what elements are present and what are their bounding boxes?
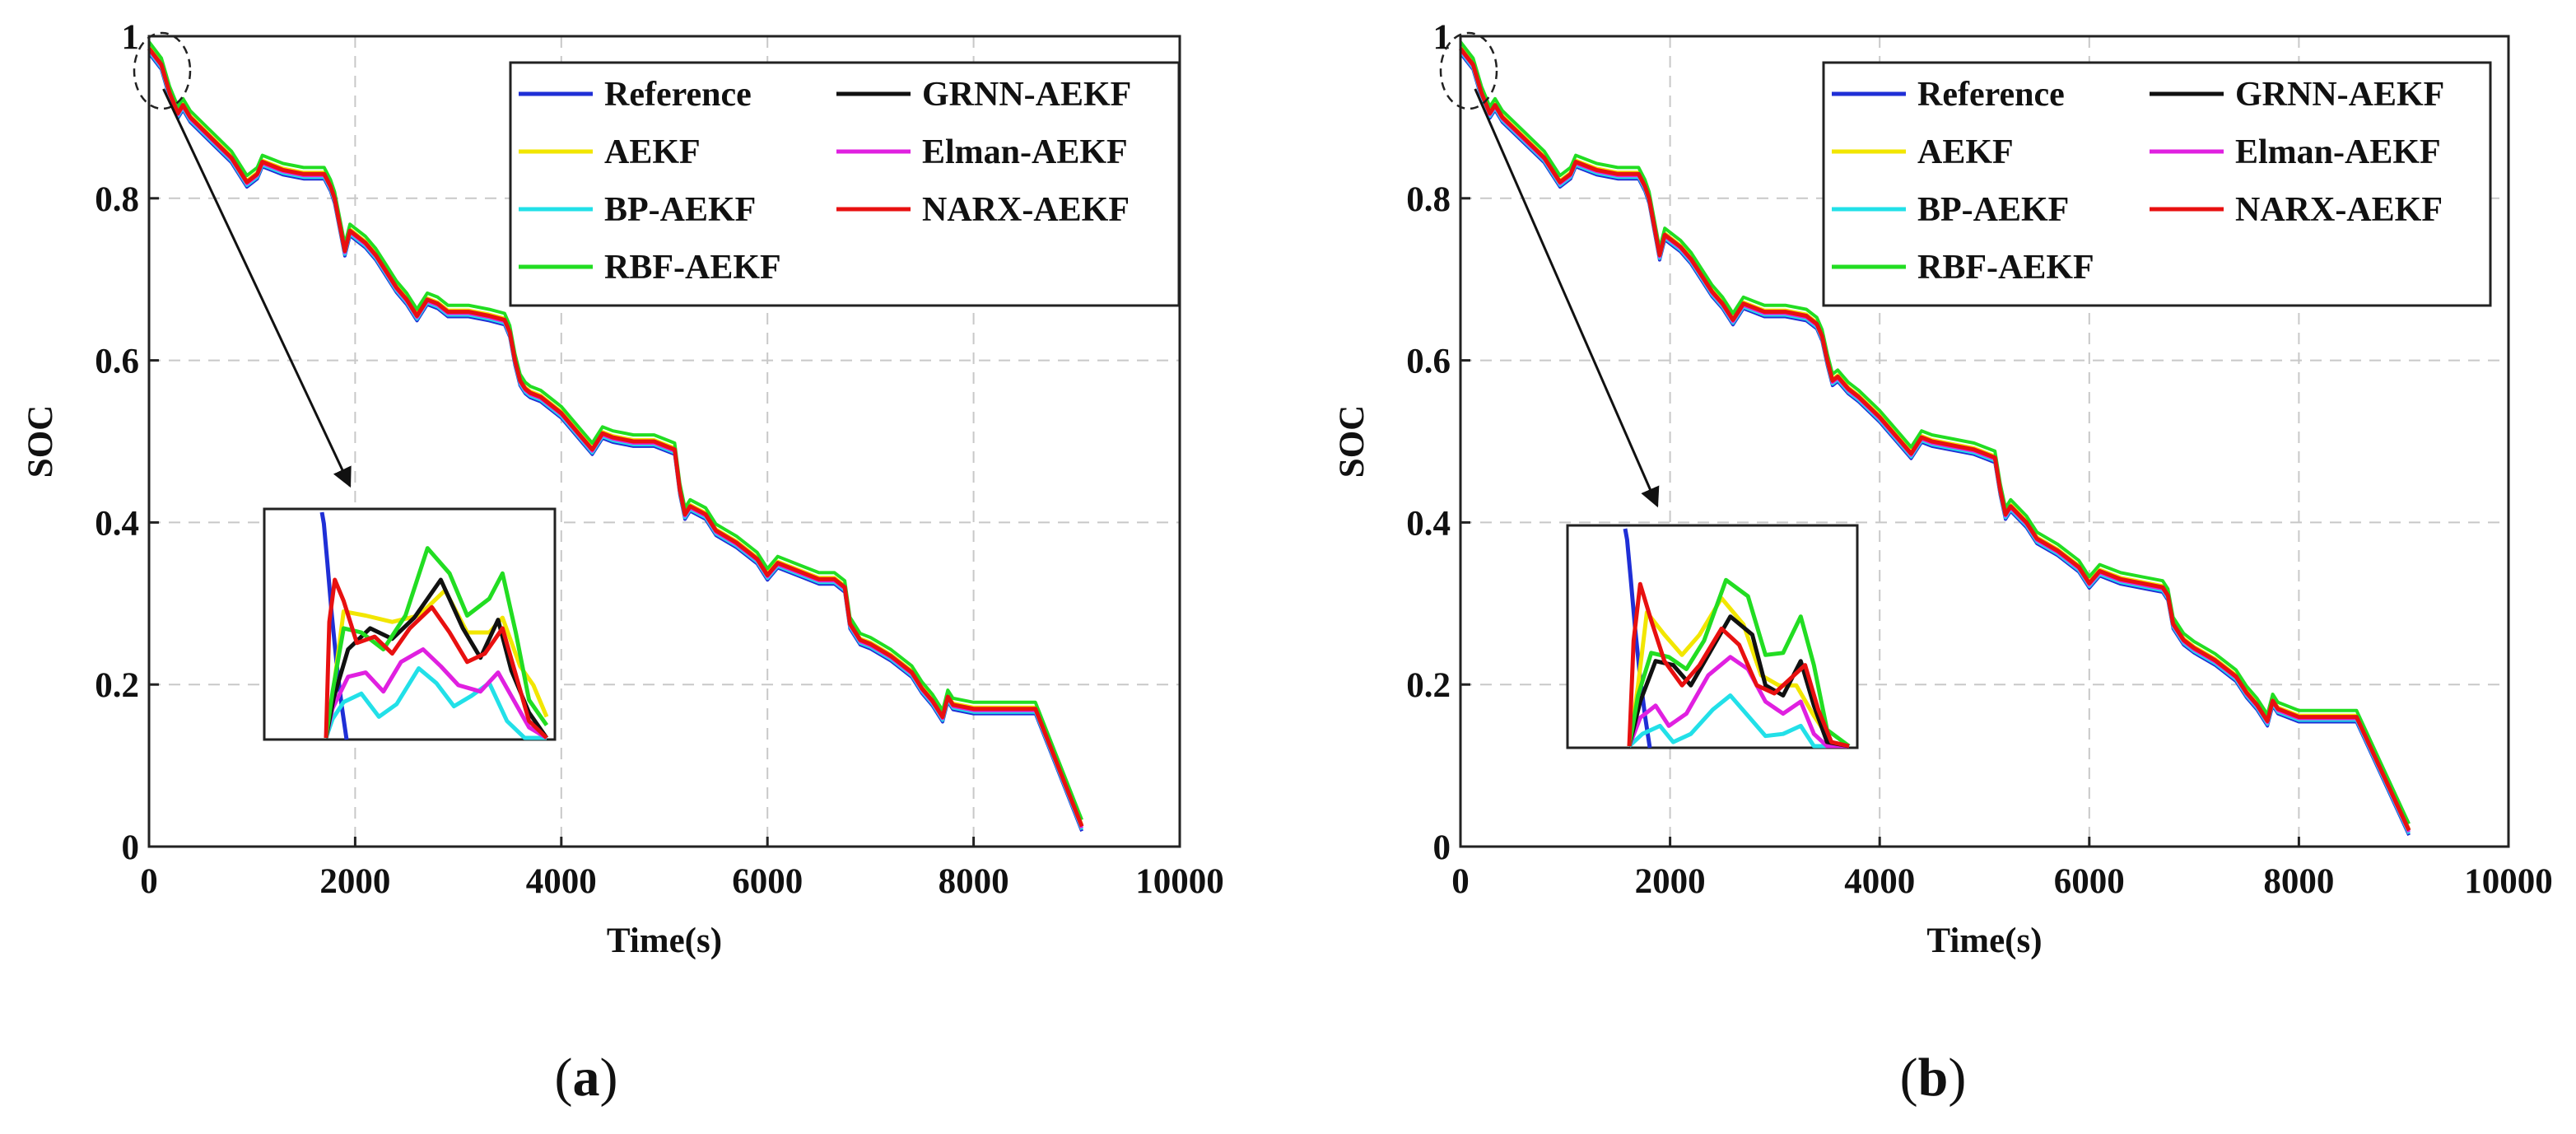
plot-frame bbox=[1459, 35, 2510, 848]
inset-series-narx-aekf bbox=[1627, 581, 1850, 749]
y-tick-label: 0.8 bbox=[1406, 180, 1451, 219]
zoom-arrow bbox=[1474, 88, 1660, 508]
series-line-narx-aekf bbox=[1459, 47, 2411, 832]
legend-label-reference: Reference bbox=[604, 76, 752, 114]
inset-series-rbf-aekf bbox=[1627, 577, 1851, 749]
panel-caption: (a) bbox=[555, 1048, 618, 1108]
legend-label-bp-aekf: BP-AEKF bbox=[1917, 191, 2069, 229]
inset-series-elman-aekf bbox=[1627, 655, 1849, 749]
series-line-narx-aekf bbox=[147, 47, 1084, 828]
legend-label-reference: Reference bbox=[1917, 76, 2065, 114]
caption-paren-open: ( bbox=[555, 1048, 573, 1108]
plot-frame bbox=[147, 35, 1181, 848]
legend-label-rbf-aekf: RBF-AEKF bbox=[1917, 249, 2094, 287]
x-tick-label: 6000 bbox=[2054, 862, 2125, 901]
caption-paren-close: ) bbox=[600, 1048, 618, 1108]
panel-caption: (b) bbox=[1900, 1048, 1967, 1108]
x-tick-label: 4000 bbox=[1844, 862, 1915, 901]
inset-series-grnn-aekf bbox=[324, 577, 549, 740]
x-tick-label: 2000 bbox=[319, 862, 390, 901]
x-axis-label: Time(s) bbox=[1926, 922, 2042, 960]
y-tick-label: 1 bbox=[122, 18, 140, 57]
zoom-region-ellipse bbox=[133, 31, 192, 110]
y-axis-label: SOC bbox=[1333, 405, 1372, 478]
y-axis-label: SOC bbox=[21, 405, 60, 478]
caption-letter: a bbox=[573, 1048, 600, 1108]
chart-panel-b: 0 2000 4000 6000 8000 10000 0 0.2 0.4 0.6 0.8 1 Time… bbox=[1333, 18, 2553, 1108]
x-axis-label: Time(s) bbox=[607, 922, 722, 960]
x-tick-label: 10000 bbox=[1135, 862, 1224, 901]
zoom-region-ellipse bbox=[1439, 31, 1498, 110]
x-tick-label: 0 bbox=[140, 862, 158, 901]
y-tick-label: 1 bbox=[1433, 18, 1451, 57]
y-tick-label: 0 bbox=[1433, 828, 1451, 867]
y-tick-label: 0.8 bbox=[95, 180, 139, 219]
x-tick-label: 2000 bbox=[1635, 862, 1706, 901]
series-line-rbf-aekf bbox=[1459, 40, 2411, 825]
legend-label-rbf-aekf: RBF-AEKF bbox=[604, 249, 781, 287]
x-tick-label: 8000 bbox=[2263, 862, 2334, 901]
legend-label-grnn-aekf: GRNN-AEKF bbox=[2235, 76, 2444, 114]
y-tick-label: 0.4 bbox=[1406, 504, 1451, 543]
y-tick-label: 0.2 bbox=[1406, 666, 1451, 705]
caption-paren-close: ) bbox=[1948, 1048, 1966, 1108]
zoom-arrow bbox=[162, 88, 352, 488]
y-tick-label: 0.6 bbox=[95, 343, 139, 381]
legend-label-aekf: AEKF bbox=[604, 133, 701, 171]
legend-label-narx-aekf: NARX-AEKF bbox=[922, 191, 1130, 229]
inset-series-grnn-aekf bbox=[1627, 614, 1850, 749]
inset-series-bp-aekf bbox=[1628, 693, 1849, 749]
inset-series-narx-aekf bbox=[324, 577, 548, 740]
legend-label-elman-aekf: Elman-AEKF bbox=[922, 133, 1128, 171]
caption-letter: b bbox=[1918, 1048, 1949, 1108]
x-tick-label: 4000 bbox=[526, 862, 597, 901]
legend-label-elman-aekf: Elman-AEKF bbox=[2235, 133, 2441, 171]
y-tick-label: 0 bbox=[122, 828, 140, 867]
inset-series-bp-aekf bbox=[324, 666, 547, 740]
legend-label-narx-aekf: NARX-AEKF bbox=[2235, 191, 2443, 229]
y-tick-label: 0.2 bbox=[95, 666, 139, 705]
x-tick-label: 6000 bbox=[732, 862, 803, 901]
y-tick-label: 0.4 bbox=[95, 504, 139, 543]
legend-label-bp-aekf: BP-AEKF bbox=[604, 191, 756, 229]
y-tick-label: 0.6 bbox=[1406, 343, 1451, 381]
inset-series-elman-aekf bbox=[324, 647, 548, 740]
legend-label-grnn-aekf: GRNN-AEKF bbox=[922, 76, 1131, 114]
x-tick-label: 0 bbox=[1451, 862, 1470, 901]
legend-label-aekf: AEKF bbox=[1917, 133, 2014, 171]
legend-box bbox=[509, 61, 1181, 307]
inset-series-rbf-aekf bbox=[324, 546, 549, 739]
series-line-rbf-aekf bbox=[147, 40, 1083, 821]
chart-panel-a: 0 2000 4000 6000 8000 10000 0 0.2 0.4 0.6 0.8 1 Time… bbox=[21, 18, 1224, 1108]
caption-paren-open: ( bbox=[1900, 1048, 1918, 1108]
x-tick-label: 10000 bbox=[2464, 862, 2553, 901]
x-tick-label: 8000 bbox=[939, 862, 1009, 901]
legend-box bbox=[1822, 61, 2492, 307]
